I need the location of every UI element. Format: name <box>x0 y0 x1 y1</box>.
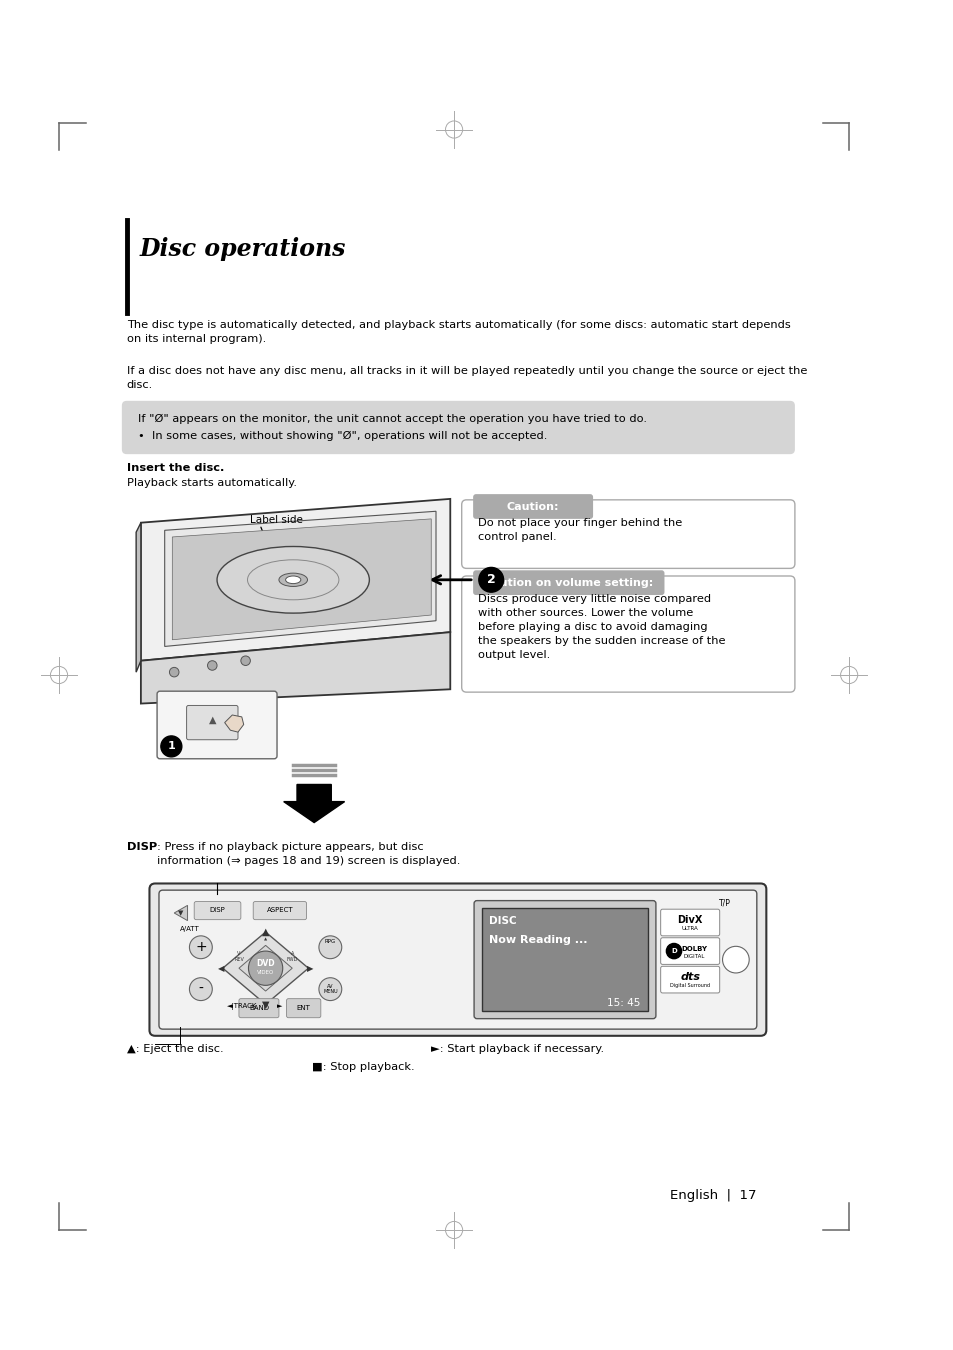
Text: V
REV: V REV <box>233 950 244 961</box>
Circle shape <box>721 946 748 973</box>
Text: ▲: ▲ <box>264 938 267 942</box>
FancyBboxPatch shape <box>473 494 593 518</box>
Polygon shape <box>223 931 308 1004</box>
Polygon shape <box>141 632 450 703</box>
FancyBboxPatch shape <box>194 902 240 919</box>
Polygon shape <box>238 945 292 991</box>
Text: Playback starts automatically.: Playback starts automatically. <box>127 478 296 487</box>
Text: AV
MENU: AV MENU <box>323 984 337 995</box>
Circle shape <box>240 656 250 666</box>
Ellipse shape <box>278 574 307 586</box>
Text: ENT: ENT <box>296 1006 311 1011</box>
Text: DIGITAL: DIGITAL <box>682 954 704 958</box>
Text: ■: Stop playback.: ■: Stop playback. <box>312 1061 415 1072</box>
Text: ▲: ▲ <box>261 927 269 937</box>
FancyBboxPatch shape <box>461 576 794 693</box>
Text: DISC: DISC <box>489 915 517 926</box>
Circle shape <box>318 977 341 1000</box>
Circle shape <box>208 660 217 670</box>
Polygon shape <box>141 500 450 660</box>
Polygon shape <box>174 906 188 921</box>
Text: Discs produce very little noise compared
with other sources. Lower the volume
be: Discs produce very little noise compared… <box>477 594 724 660</box>
Text: DISP: DISP <box>127 841 156 852</box>
Text: Now Reading ...: Now Reading ... <box>489 936 587 945</box>
Polygon shape <box>172 518 431 640</box>
Text: D: D <box>670 948 677 954</box>
FancyBboxPatch shape <box>150 883 765 1035</box>
Polygon shape <box>224 716 243 732</box>
Text: DivX: DivX <box>677 915 702 925</box>
FancyBboxPatch shape <box>660 938 719 964</box>
Text: •  In some cases, without showing "Ø", operations will not be accepted.: • In some cases, without showing "Ø", op… <box>138 431 547 440</box>
Text: Digital Surround: Digital Surround <box>669 983 709 988</box>
Polygon shape <box>165 512 436 647</box>
Text: If a disc does not have any disc menu, all tracks in it will be played repeatedl: If a disc does not have any disc menu, a… <box>127 366 806 390</box>
Text: 2: 2 <box>486 574 495 586</box>
FancyBboxPatch shape <box>238 999 278 1018</box>
Polygon shape <box>283 784 344 822</box>
Text: RPG: RPG <box>324 940 335 944</box>
Text: ◀: ◀ <box>217 964 224 973</box>
FancyBboxPatch shape <box>286 999 320 1018</box>
Text: VIDEO: VIDEO <box>256 971 274 976</box>
FancyBboxPatch shape <box>481 909 648 1011</box>
Circle shape <box>190 936 213 958</box>
FancyBboxPatch shape <box>461 500 794 568</box>
Text: If "Ø" appears on the monitor, the unit cannot accept the operation you have tri: If "Ø" appears on the monitor, the unit … <box>138 414 646 424</box>
FancyBboxPatch shape <box>157 691 276 759</box>
Text: ◄|TRACK: ◄|TRACK <box>227 1003 256 1010</box>
Circle shape <box>478 567 503 593</box>
Text: ▼: ▼ <box>261 999 269 1010</box>
FancyBboxPatch shape <box>253 902 306 919</box>
Text: A/ATT: A/ATT <box>180 926 199 933</box>
Text: ▶: ▶ <box>307 964 314 973</box>
Text: ULTRA: ULTRA <box>681 926 698 930</box>
Text: Caution:: Caution: <box>506 501 558 512</box>
Text: Insert the disc.: Insert the disc. <box>127 463 224 472</box>
Text: A
FWD: A FWD <box>286 950 297 961</box>
Text: : Press if no playback picture appears, but disc
information (⇒ pages 18 and 19): : Press if no playback picture appears, … <box>157 841 460 865</box>
Text: ►: Start playback if necessary.: ►: Start playback if necessary. <box>431 1045 604 1054</box>
Text: The disc type is automatically detected, and playback starts automatically (for : The disc type is automatically detected,… <box>127 320 789 344</box>
Circle shape <box>161 736 182 757</box>
Text: DOLBY: DOLBY <box>680 946 706 952</box>
Text: Label side: Label side <box>250 516 303 525</box>
FancyBboxPatch shape <box>473 570 664 595</box>
Text: DISP: DISP <box>209 907 225 913</box>
Text: DVD: DVD <box>256 958 274 968</box>
Ellipse shape <box>217 547 369 613</box>
Circle shape <box>318 936 341 958</box>
Text: ASPECT: ASPECT <box>266 907 293 913</box>
Text: -: - <box>198 983 203 996</box>
Text: ▲: Eject the disc.: ▲: Eject the disc. <box>127 1045 223 1054</box>
FancyBboxPatch shape <box>122 401 794 454</box>
FancyBboxPatch shape <box>660 967 719 994</box>
Ellipse shape <box>285 576 300 583</box>
Text: +: + <box>194 940 207 954</box>
Circle shape <box>190 977 213 1000</box>
Text: 1: 1 <box>168 741 175 752</box>
FancyBboxPatch shape <box>660 909 719 936</box>
Text: Disc operations: Disc operations <box>140 238 346 261</box>
Circle shape <box>666 944 680 958</box>
Text: English  |  17: English | 17 <box>670 1189 756 1202</box>
Text: ►: ► <box>277 1003 282 1010</box>
Text: BAND: BAND <box>249 1006 269 1011</box>
Circle shape <box>248 950 282 986</box>
FancyBboxPatch shape <box>159 890 756 1029</box>
FancyBboxPatch shape <box>187 706 237 740</box>
Text: ▲: ▲ <box>209 716 215 725</box>
Text: 15: 45: 15: 45 <box>607 998 640 1007</box>
FancyBboxPatch shape <box>474 900 656 1019</box>
Text: T/P: T/P <box>718 899 730 907</box>
Polygon shape <box>136 522 141 672</box>
Text: dts: dts <box>679 972 700 981</box>
Text: ▼: ▼ <box>178 910 183 917</box>
Text: Caution on volume setting:: Caution on volume setting: <box>483 578 652 587</box>
Circle shape <box>170 667 179 676</box>
Text: Do not place your finger behind the
control panel.: Do not place your finger behind the cont… <box>477 518 681 541</box>
